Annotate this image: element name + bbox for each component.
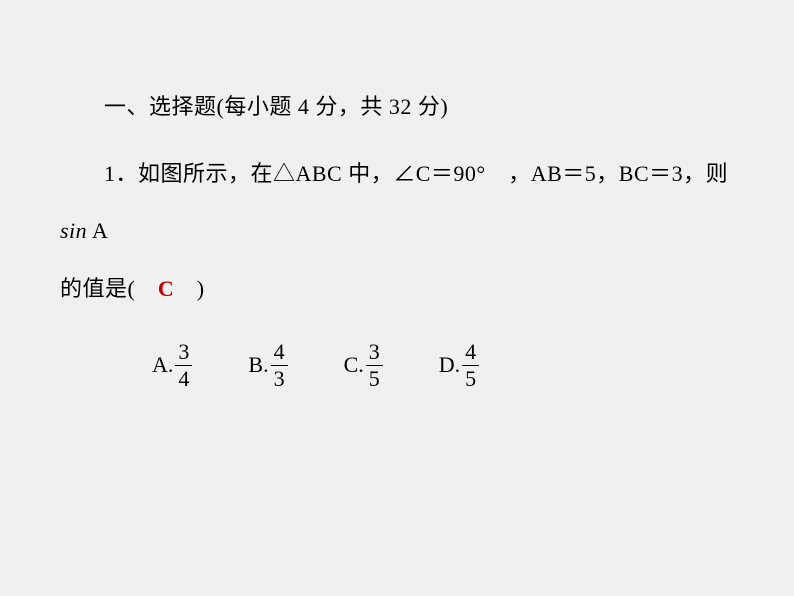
- choice-c-label: C.: [344, 352, 364, 378]
- choice-d-num: 4: [462, 341, 479, 365]
- question-line-2: 的值是( C ): [60, 260, 734, 317]
- section-heading: 一、选择题(每小题 4 分，共 32 分): [60, 78, 734, 135]
- question-line-1: 1．如图所示，在△ABC 中，∠C＝90° ，AB＝5，BC＝3，则 sin A: [60, 145, 734, 259]
- sin-var: A: [87, 218, 108, 243]
- choice-d-label: D.: [439, 352, 460, 378]
- choice-a-fraction: 3 4: [175, 341, 192, 390]
- choice-b-num: 4: [271, 341, 288, 365]
- choice-d-den: 5: [462, 366, 479, 390]
- choices-row: A. 3 4 B. 4 3 C. 3 5 D.: [60, 341, 734, 390]
- sin-label: sin: [60, 218, 87, 243]
- choice-b-label: B.: [248, 352, 268, 378]
- answer-letter: C: [158, 276, 174, 301]
- choice-c-fraction: 3 5: [366, 341, 383, 390]
- choice-c-num: 3: [366, 341, 383, 365]
- choice-d-fraction: 4 5: [462, 341, 479, 390]
- question-suffix-close: ): [174, 276, 204, 301]
- choice-b-fraction: 4 3: [271, 341, 288, 390]
- choice-a-den: 4: [175, 366, 192, 390]
- choice-b: B. 4 3: [248, 341, 287, 390]
- choice-b-den: 3: [271, 366, 288, 390]
- choice-a-label: A.: [152, 352, 173, 378]
- choice-a-num: 3: [175, 341, 192, 365]
- question-prefix: 1．如图所示，在△ABC 中，∠C＝90° ，AB＝5，BC＝3，则: [104, 161, 728, 186]
- question-suffix-open: 的值是(: [60, 276, 158, 301]
- page-container: 一、选择题(每小题 4 分，共 32 分) 1．如图所示，在△ABC 中，∠C＝…: [0, 0, 794, 596]
- choice-c: C. 3 5: [344, 341, 383, 390]
- choice-c-den: 5: [366, 366, 383, 390]
- choice-d: D. 4 5: [439, 341, 479, 390]
- choice-a: A. 3 4: [152, 341, 192, 390]
